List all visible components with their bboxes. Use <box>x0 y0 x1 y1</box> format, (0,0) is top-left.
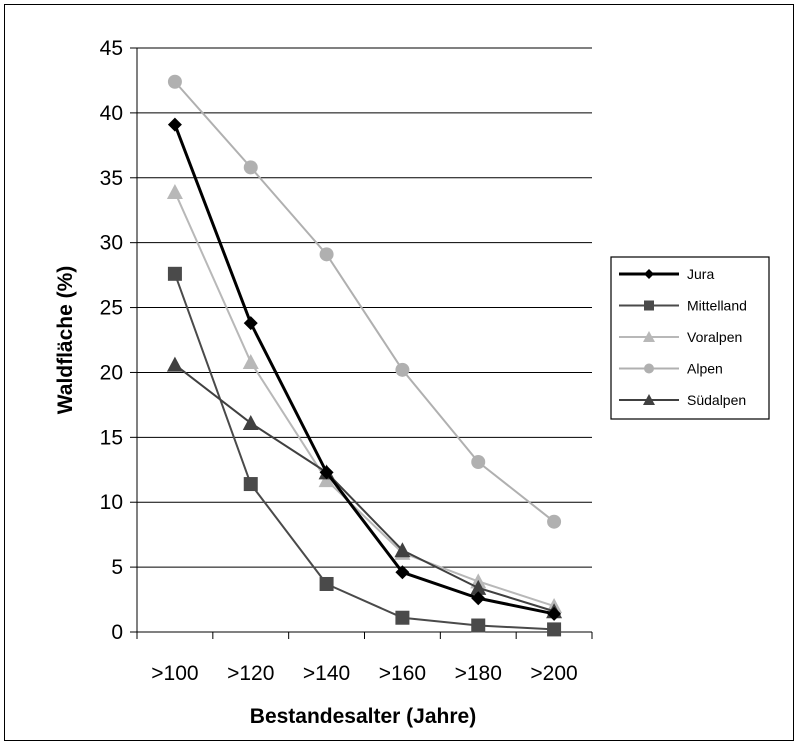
data-point-jura <box>243 316 258 331</box>
legend-label: Alpen <box>687 361 723 377</box>
data-point-jura <box>395 565 410 580</box>
data-point-alpen <box>395 362 410 377</box>
series-line-jura <box>173 124 555 616</box>
y-tick-label: 15 <box>100 426 123 449</box>
data-point-jura <box>167 117 182 132</box>
legend-item-alpen: Alpen <box>619 361 723 377</box>
data-point-jura <box>471 591 486 606</box>
x-axis-ticks: >100 >120 >140 >160 >180 >200 <box>136 632 593 685</box>
data-point-suedalpen <box>242 415 259 431</box>
y-tick-label: 5 <box>111 556 123 579</box>
plot-area <box>137 48 592 632</box>
legend-item-jura: Jura <box>619 266 714 282</box>
data-point-mittelland <box>319 576 334 591</box>
legend-item-voralpen: Voralpen <box>619 329 742 345</box>
y-axis-title: Waldfläche (%) <box>54 266 77 415</box>
x-tick-label: >200 <box>530 662 577 685</box>
data-point-jura <box>547 606 562 621</box>
y-tick-label: 0 <box>111 621 123 644</box>
data-point-suedalpen <box>470 579 487 595</box>
series-line-alpen <box>174 81 555 523</box>
data-point-mittelland <box>547 622 562 637</box>
series-group <box>166 74 563 637</box>
legend-marker <box>644 269 654 279</box>
x-tick-label: >120 <box>227 662 274 685</box>
data-point-mittelland <box>243 477 258 492</box>
legend: Jura Mittelland Voralpen Alpen Südalpen <box>610 256 770 420</box>
series-line-mittelland <box>173 273 555 631</box>
y-tick-label: 25 <box>100 297 123 320</box>
series-line-suedalpen <box>174 363 555 613</box>
plot-background <box>137 48 592 632</box>
legend-label: Mittelland <box>687 298 747 314</box>
data-point-mittelland <box>395 610 410 625</box>
data-point-alpen <box>319 247 334 262</box>
data-point-voralpen <box>318 472 335 488</box>
legend-marker <box>643 331 655 342</box>
y-tick-label: 40 <box>100 102 123 125</box>
legend-marker <box>644 363 654 374</box>
data-point-alpen <box>243 160 258 175</box>
data-point-alpen <box>547 514 562 529</box>
x-tick-label: >140 <box>303 662 350 685</box>
y-tick-label: 35 <box>100 167 123 190</box>
y-tick-label: 30 <box>100 232 123 255</box>
y-tick-label: 20 <box>100 361 123 384</box>
x-tick-label: >180 <box>455 662 502 685</box>
legend-label: Jura <box>687 266 714 282</box>
legend-label: Voralpen <box>687 329 742 345</box>
data-point-suedalpen <box>166 356 183 372</box>
series-jura <box>167 117 562 621</box>
data-point-jura <box>319 465 334 480</box>
data-point-mittelland <box>471 618 486 633</box>
data-point-alpen <box>167 74 182 89</box>
data-point-voralpen <box>166 184 183 200</box>
legend-marker <box>644 300 654 311</box>
data-point-voralpen <box>242 354 259 370</box>
legend-item-suedalpen: Südalpen <box>619 392 746 408</box>
data-point-suedalpen <box>394 542 411 558</box>
legend-marker <box>643 394 655 405</box>
x-tick-label: >160 <box>379 662 426 685</box>
x-axis-title: Bestandesalter (Jahre) <box>250 705 476 728</box>
y-tick-label: 45 <box>100 37 123 60</box>
series-mittelland <box>167 266 562 637</box>
data-point-alpen <box>471 454 486 469</box>
y-tick-label: 10 <box>100 491 123 514</box>
y-axis-ticks: 0 5 10 15 20 25 30 35 40 45 <box>100 37 137 644</box>
gridlines <box>136 47 592 633</box>
legend-label: Südalpen <box>687 392 746 408</box>
series-alpen <box>167 74 562 529</box>
legend-item-mittelland: Mittelland <box>619 298 747 314</box>
data-point-mittelland <box>167 266 182 281</box>
x-tick-label: >100 <box>151 662 198 685</box>
series-line-voralpen <box>174 191 555 607</box>
